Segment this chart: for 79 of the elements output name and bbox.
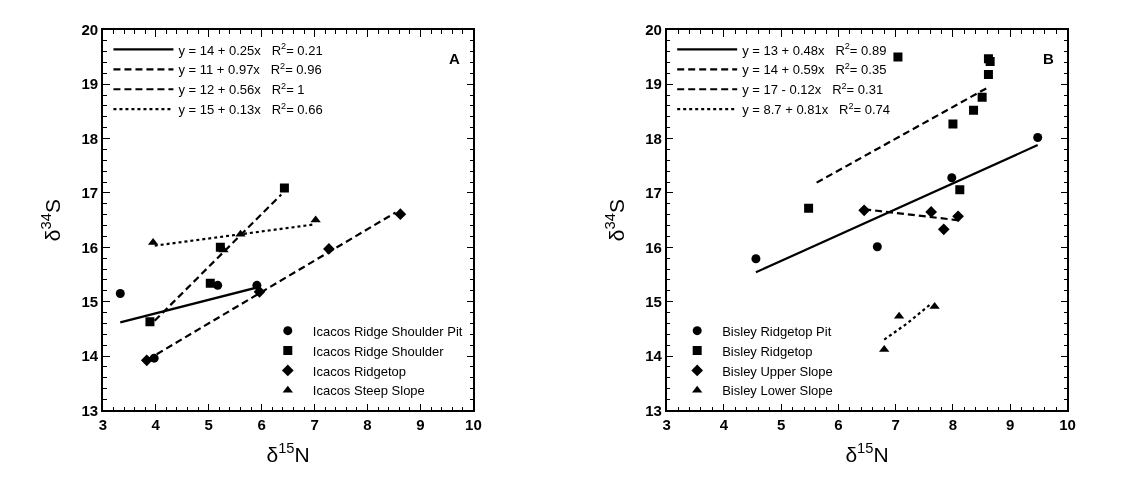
point — [1033, 133, 1043, 142]
point — [937, 223, 950, 236]
legend-label: Icacos Ridgetop — [312, 363, 407, 379]
x-tick-label: 7 — [891, 416, 900, 434]
x-axis-title: δ$^{15}$N — [266, 439, 310, 466]
point — [952, 210, 964, 223]
point — [893, 52, 903, 62]
y-tick-label: 19 — [81, 75, 99, 93]
y-tick-label: 16 — [81, 238, 99, 256]
x-tick-label: 5 — [204, 416, 213, 434]
x-tick-label: 3 — [98, 416, 107, 434]
point — [394, 208, 407, 220]
x-axis-title: δ$^{15}$N — [845, 439, 889, 466]
point — [879, 344, 890, 352]
point — [235, 229, 246, 237]
legend-label: y = 8.7 + 0.81x R$^{2}$= 0.74 — [742, 100, 890, 118]
x-tick-label: 9 — [416, 416, 425, 434]
point — [977, 92, 987, 102]
point — [983, 69, 993, 79]
legend-label: y = 11 + 0.97x R$^{2}$= 0.96 — [178, 60, 322, 78]
y-tick-label: 13 — [81, 401, 99, 419]
legend-label: Icacos Ridge Shoulder — [312, 343, 445, 359]
legend-label: y = 12 + 0.56x R$^{2}$= 1 — [178, 80, 305, 98]
x-tick-label: 9 — [1006, 416, 1015, 434]
y-tick-label: 18 — [645, 129, 662, 147]
point — [140, 354, 153, 367]
annotation: B — [1043, 50, 1054, 67]
x-tick-label: 8 — [948, 416, 958, 434]
point — [323, 243, 335, 255]
point — [115, 289, 125, 298]
legend-label: Icacos Steep Slope — [312, 383, 425, 399]
point — [955, 185, 965, 195]
legend-label: Bisley Ridgetop Pit — [722, 323, 832, 339]
y-tick-label: 17 — [645, 184, 662, 202]
y-tick-label: 20 — [645, 21, 662, 39]
y-tick-label: 19 — [645, 75, 662, 93]
legend-label: y = 14 + 0.25x R$^{2}$= 0.21 — [178, 41, 323, 58]
annotation: A — [449, 50, 460, 67]
y-tick-label: 14 — [81, 347, 99, 365]
legend-label: y = 14 + 0.59x R$^{2}$= 0.35 — [742, 60, 887, 78]
x-tick-label: 7 — [310, 416, 319, 434]
x-tick-label: 5 — [776, 416, 786, 434]
x-tick-label: 8 — [363, 416, 372, 434]
y-tick-label: 17 — [81, 184, 99, 202]
x-tick-label: 4 — [719, 416, 729, 434]
y-tick-label: 14 — [645, 347, 663, 365]
y-tick-label: 18 — [81, 129, 99, 147]
point — [925, 206, 938, 218]
legend-label: y = 17 - 0.12x R$^{2}$= 0.31 — [742, 80, 884, 98]
legend-label: Bisley Lower Slope — [722, 383, 833, 399]
x-tick-label: 6 — [257, 416, 266, 434]
legend-label: Bisley Ridgetop — [722, 343, 813, 359]
point — [872, 242, 882, 252]
point — [947, 173, 957, 183]
point — [253, 286, 266, 298]
legend-label: Icacos Ridge Shoulder Pit — [312, 323, 463, 339]
point — [948, 119, 958, 129]
point — [969, 105, 979, 115]
point — [858, 204, 871, 217]
y-tick-label: 20 — [81, 21, 99, 39]
point — [751, 254, 761, 264]
x-tick-label: 10 — [1059, 416, 1076, 434]
x-tick-label: 3 — [662, 416, 671, 434]
y-tick-label: 15 — [81, 292, 99, 310]
point — [804, 203, 814, 213]
y-tick-label: 15 — [645, 292, 662, 310]
x-tick-label: 10 — [465, 416, 482, 434]
x-tick-label: 4 — [151, 416, 161, 434]
y-tick-label: 13 — [645, 401, 662, 419]
point — [218, 245, 229, 253]
legend-label: y = 15 + 0.13x R$^{2}$= 0.66 — [178, 100, 323, 118]
y-tick-label: 16 — [645, 238, 662, 256]
x-tick-label: 6 — [834, 416, 843, 434]
point — [205, 278, 215, 288]
point — [279, 183, 289, 193]
point — [145, 317, 155, 327]
point — [149, 353, 159, 363]
legend-label: Bisley Upper Slope — [722, 363, 833, 379]
legend-label: y = 13 + 0.48x R$^{2}$= 0.89 — [742, 41, 887, 58]
